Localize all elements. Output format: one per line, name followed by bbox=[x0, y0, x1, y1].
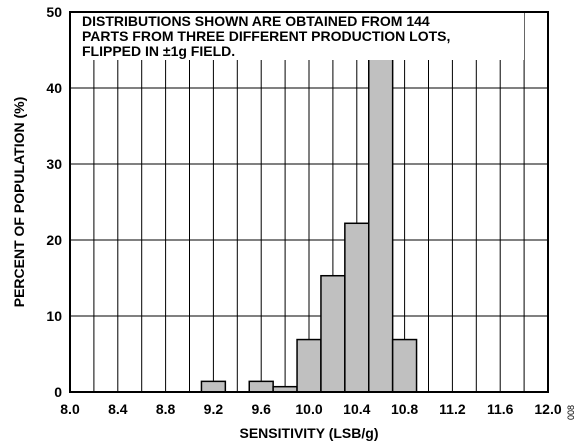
x-tick-label: 9.2 bbox=[204, 401, 224, 417]
histogram-bar bbox=[296, 338, 322, 393]
histogram-bar bbox=[200, 380, 227, 393]
y-tick-label: 10 bbox=[46, 308, 62, 324]
x-tick-label: 10.4 bbox=[343, 401, 370, 417]
y-tick-label: 20 bbox=[46, 232, 62, 248]
chart-annotation: DISTRIBUTIONS SHOWN ARE OBTAINED FROM 14… bbox=[80, 13, 524, 60]
histogram-bars bbox=[200, 48, 418, 393]
x-tick-label: 9.6 bbox=[251, 401, 271, 417]
histogram-bar bbox=[391, 338, 418, 393]
y-tick-label: 50 bbox=[46, 4, 62, 20]
histogram-bar bbox=[344, 222, 370, 393]
x-tick-label: 10.8 bbox=[391, 401, 418, 417]
figure-id: 008 bbox=[566, 404, 576, 420]
y-tick-label: 0 bbox=[54, 384, 62, 400]
x-tick-label: 10.0 bbox=[295, 401, 322, 417]
x-tick-labels: 8.0 8.4 8.8 9.2 9.6 10.0 10.4 10.8 11.2 11.6 12.0 bbox=[60, 401, 562, 417]
y-tick-label: 30 bbox=[46, 156, 62, 172]
x-tick-label: 11.2 bbox=[439, 401, 466, 417]
x-tick-label: 8.4 bbox=[108, 401, 128, 417]
histogram-bar bbox=[320, 274, 346, 393]
y-axis-label: PERCENT OF POPULATION (%) bbox=[11, 97, 27, 308]
x-tick-label: 8.8 bbox=[156, 401, 176, 417]
grid-lines bbox=[70, 12, 548, 392]
x-tick-label: 11.6 bbox=[487, 401, 514, 417]
x-tick-label: 12.0 bbox=[534, 401, 561, 417]
y-tick-label: 40 bbox=[46, 80, 62, 96]
x-axis-label: SENSITIVITY (LSB/g) bbox=[240, 425, 379, 441]
histogram-bar bbox=[368, 48, 394, 393]
y-tick-labels: 0 10 20 30 40 50 bbox=[46, 4, 62, 400]
plot-frame bbox=[69, 11, 549, 393]
x-tick-label: 8.0 bbox=[60, 401, 80, 417]
histogram-bar bbox=[248, 380, 274, 393]
